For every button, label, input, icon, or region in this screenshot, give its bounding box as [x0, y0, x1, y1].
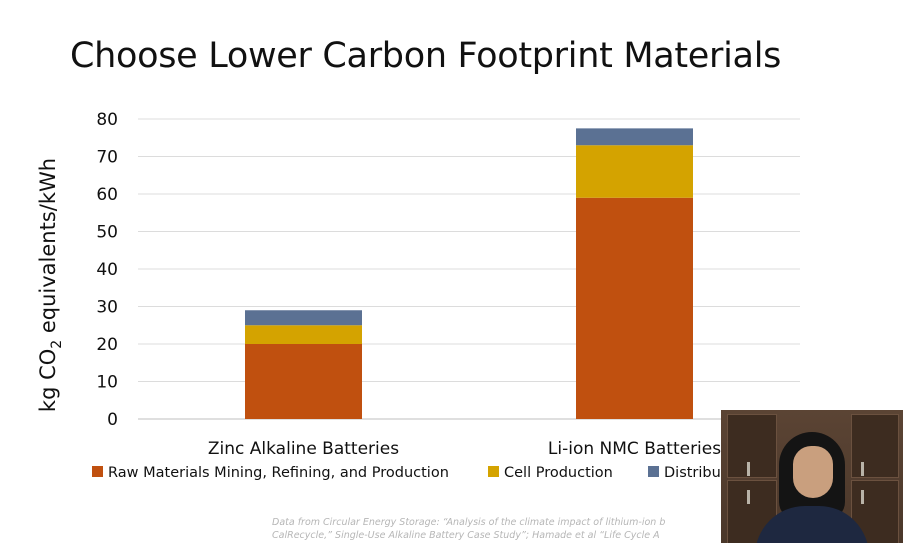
cabinet-knob — [861, 490, 864, 504]
y-tick-label: 50 — [96, 223, 118, 243]
source-note: Data from Circular Energy Storage: “Anal… — [272, 516, 732, 542]
legend-label: Cell Production — [504, 465, 613, 481]
gridlines — [138, 118, 800, 420]
y-tick-label: 70 — [96, 148, 118, 168]
y-axis-label: kg CO2 equivalents/kWh — [36, 158, 65, 412]
bar-segment — [245, 310, 362, 326]
y-tick-label: 80 — [96, 110, 118, 130]
source-note-line-2: CalRecycle,” Single-Use Alkaline Battery… — [272, 530, 660, 541]
bar-segment — [576, 128, 693, 146]
x-axis-categories: Zinc Alkaline Batteries Li-ion NMC Batter… — [208, 439, 721, 459]
y-tick-label: 30 — [96, 298, 118, 318]
legend: Raw Materials Mining, Refining, and Prod… — [92, 465, 727, 481]
y-tick-label: 60 — [96, 185, 118, 205]
legend-swatch — [488, 466, 499, 477]
bar-segment — [245, 344, 362, 419]
legend-swatch — [92, 466, 103, 477]
x-category-label: Zinc Alkaline Batteries — [208, 439, 399, 459]
bar-segment — [245, 325, 362, 344]
bars — [245, 128, 693, 419]
cabinet-knob — [861, 462, 864, 476]
cabinet-door — [727, 414, 777, 478]
cabinet-knob — [747, 462, 750, 476]
legend-swatch — [648, 466, 659, 477]
slide-title: Choose Lower Carbon Footprint Materials — [70, 36, 782, 76]
y-axis-ticks: 0 10 20 30 40 50 60 70 80 — [96, 110, 118, 430]
legend-label: Raw Materials Mining, Refining, and Prod… — [108, 465, 449, 481]
cabinet-knob — [747, 490, 750, 504]
bar-segment — [576, 145, 693, 198]
x-category-label: Li-ion NMC Batteries — [548, 439, 721, 459]
legend-label: Distribut — [664, 465, 727, 481]
y-tick-label: 40 — [96, 260, 118, 280]
bar-segment — [576, 197, 693, 419]
presenter-face — [793, 446, 833, 498]
source-note-line-1: Data from Circular Energy Storage: “Anal… — [272, 517, 666, 528]
y-tick-label: 20 — [96, 335, 118, 355]
y-tick-label: 10 — [96, 373, 118, 393]
presenter-webcam — [721, 410, 903, 543]
y-tick-label: 0 — [107, 410, 118, 430]
cabinet-door — [851, 414, 899, 478]
